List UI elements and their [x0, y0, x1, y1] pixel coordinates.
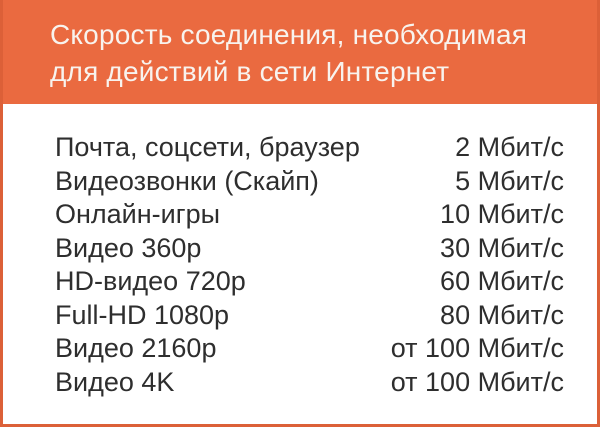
table-row: Почта, соцсети, браузер 2 Мбит/с	[55, 131, 564, 165]
activity-label: HD-видео 720p	[55, 266, 246, 297]
activity-label: Видео 4K	[55, 366, 175, 397]
page-title-line2: для действий в сети Интернет	[50, 56, 450, 87]
speed-value: от 100 Мбит/с	[390, 366, 564, 397]
activity-label: Онлайн-игры	[55, 199, 221, 230]
speed-value: от 100 Мбит/с	[390, 333, 564, 364]
speed-value: 10 Мбит/с	[440, 199, 564, 230]
page-title-line1: Скорость соединения, необходимая	[50, 19, 528, 50]
speed-table: Почта, соцсети, браузер 2 Мбит/с Видеозв…	[3, 104, 597, 399]
speed-value: 60 Мбит/с	[440, 266, 564, 297]
activity-label: Видеозвонки (Скайп)	[55, 165, 319, 196]
table-row: HD-видео 720p 60 Мбит/с	[55, 265, 564, 299]
table-row: Видео 2160p от 100 Мбит/с	[55, 332, 564, 366]
speed-value: 5 Мбит/с	[455, 165, 564, 196]
speed-value: 2 Мбит/с	[455, 132, 564, 163]
header-banner: Скорость соединения, необходимая для дей…	[3, 0, 597, 104]
activity-label: Видео 360p	[55, 232, 202, 263]
table-row: Онлайн-игры 10 Мбит/с	[55, 198, 564, 232]
table-row: Видео 4K от 100 Мбит/с	[55, 366, 564, 400]
activity-label: Full-HD 1080p	[55, 299, 230, 330]
activity-label: Видео 2160p	[55, 333, 217, 364]
activity-label: Почта, соцсети, браузер	[55, 132, 360, 163]
speed-value: 30 Мбит/с	[440, 232, 564, 263]
table-row: Видео 360p 30 Мбит/с	[55, 232, 564, 266]
table-row: Full-HD 1080p 80 Мбит/с	[55, 299, 564, 333]
table-row: Видеозвонки (Скайп) 5 Мбит/с	[55, 165, 564, 199]
speed-value: 80 Мбит/с	[440, 299, 564, 330]
